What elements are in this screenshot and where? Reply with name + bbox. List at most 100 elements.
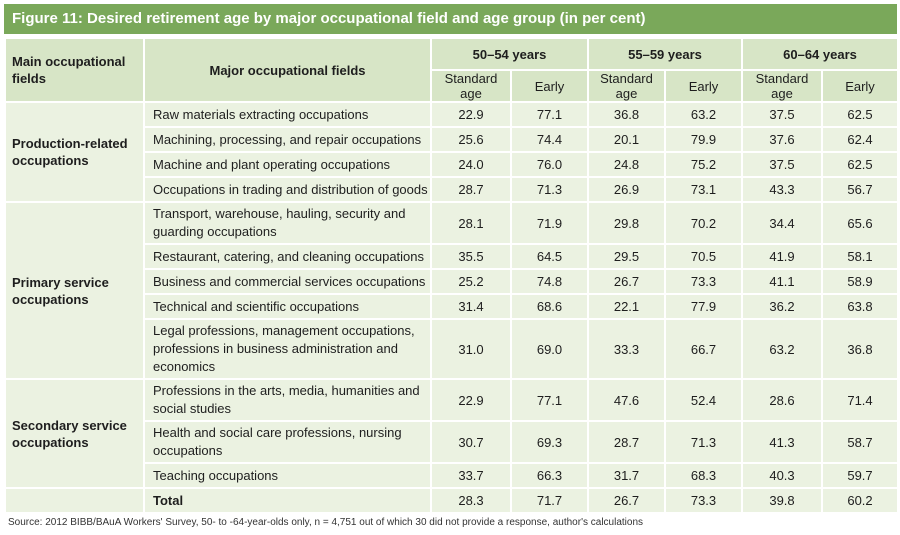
value-cell: 22.9 bbox=[432, 103, 510, 126]
field-name: Professions in the arts, media, humaniti… bbox=[145, 380, 430, 420]
value-cell: 74.8 bbox=[512, 270, 587, 293]
value-cell: 26.7 bbox=[589, 270, 664, 293]
value-cell: 63.2 bbox=[666, 103, 741, 126]
retirement-age-table: Main occupational fields Major occupatio… bbox=[4, 37, 899, 514]
value-cell: 75.2 bbox=[666, 153, 741, 176]
value-cell: 43.3 bbox=[743, 178, 821, 201]
value-cell: 47.6 bbox=[589, 380, 664, 420]
value-cell: 31.7 bbox=[589, 464, 664, 487]
header-age-60-64: 60–64 years bbox=[743, 39, 897, 69]
total-value-cell: 60.2 bbox=[823, 489, 897, 512]
value-cell: 62.5 bbox=[823, 153, 897, 176]
header-standard-age: Standard age bbox=[432, 71, 510, 101]
header-standard-age: Standard age bbox=[743, 71, 821, 101]
header-early: Early bbox=[512, 71, 587, 101]
group-label-secondary-service: Secondary service occupations bbox=[6, 380, 143, 487]
value-cell: 58.7 bbox=[823, 422, 897, 462]
value-cell: 76.0 bbox=[512, 153, 587, 176]
value-cell: 68.3 bbox=[666, 464, 741, 487]
value-cell: 25.6 bbox=[432, 128, 510, 151]
value-cell: 69.3 bbox=[512, 422, 587, 462]
value-cell: 56.7 bbox=[823, 178, 897, 201]
table-row: Machine and plant operating occupations … bbox=[6, 153, 897, 176]
value-cell: 70.5 bbox=[666, 245, 741, 268]
value-cell: 65.6 bbox=[823, 203, 897, 243]
value-cell: 28.7 bbox=[589, 422, 664, 462]
value-cell: 74.4 bbox=[512, 128, 587, 151]
value-cell: 41.1 bbox=[743, 270, 821, 293]
value-cell: 33.7 bbox=[432, 464, 510, 487]
value-cell: 63.2 bbox=[743, 320, 821, 378]
table-row: Business and commercial services occupat… bbox=[6, 270, 897, 293]
header-early: Early bbox=[666, 71, 741, 101]
value-cell: 24.0 bbox=[432, 153, 510, 176]
value-cell: 35.5 bbox=[432, 245, 510, 268]
table-row: Production-related occupations Raw mater… bbox=[6, 103, 897, 201]
value-cell: 28.1 bbox=[432, 203, 510, 243]
table-row: Occupations in trading and distribution … bbox=[6, 178, 897, 201]
value-cell: 30.7 bbox=[432, 422, 510, 462]
value-cell: 37.5 bbox=[743, 103, 821, 126]
value-cell: 73.1 bbox=[666, 178, 741, 201]
total-label: Total bbox=[145, 489, 430, 512]
value-cell: 63.8 bbox=[823, 295, 897, 318]
group-label-production: Production-related occupations bbox=[6, 103, 143, 201]
value-cell: 41.9 bbox=[743, 245, 821, 268]
value-cell: 71.3 bbox=[666, 422, 741, 462]
header-age-50-54: 50–54 years bbox=[432, 39, 587, 69]
value-cell: 77.9 bbox=[666, 295, 741, 318]
value-cell: 62.5 bbox=[823, 103, 897, 126]
table-row: Restaurant, catering, and cleaning occup… bbox=[6, 245, 897, 268]
field-name: Machine and plant operating occupations bbox=[145, 153, 430, 176]
value-cell: 36.2 bbox=[743, 295, 821, 318]
total-value-cell: 28.3 bbox=[432, 489, 510, 512]
value-cell: 71.3 bbox=[512, 178, 587, 201]
value-cell: 58.1 bbox=[823, 245, 897, 268]
value-cell: 25.2 bbox=[432, 270, 510, 293]
value-cell: 59.7 bbox=[823, 464, 897, 487]
value-cell: 22.1 bbox=[589, 295, 664, 318]
table-row: Legal professions, management occupation… bbox=[6, 320, 897, 378]
field-name: Occupations in trading and distribution … bbox=[145, 178, 430, 201]
value-cell: 52.4 bbox=[666, 380, 741, 420]
table-row: Secondary service occupations Profession… bbox=[6, 380, 897, 487]
total-value-cell: 73.3 bbox=[666, 489, 741, 512]
group-label-primary-service: Primary service occupations bbox=[6, 203, 143, 378]
value-cell: 34.4 bbox=[743, 203, 821, 243]
value-cell: 31.0 bbox=[432, 320, 510, 378]
table-row: Teaching occupations 33.7 66.3 31.7 68.3… bbox=[6, 464, 897, 487]
value-cell: 26.9 bbox=[589, 178, 664, 201]
field-name: Business and commercial services occupat… bbox=[145, 270, 430, 293]
value-cell: 36.8 bbox=[589, 103, 664, 126]
source-note: Source: 2012 BIBB/BAuA Workers' Survey, … bbox=[8, 517, 644, 528]
value-cell: 22.9 bbox=[432, 380, 510, 420]
field-name: Restaurant, catering, and cleaning occup… bbox=[145, 245, 430, 268]
table-row: Machining, processing, and repair occupa… bbox=[6, 128, 897, 151]
value-cell: 70.2 bbox=[666, 203, 741, 243]
value-cell: 58.9 bbox=[823, 270, 897, 293]
table-row: Primary service occupations Transport, w… bbox=[6, 203, 897, 378]
value-cell: 66.3 bbox=[512, 464, 587, 487]
value-cell: 68.6 bbox=[512, 295, 587, 318]
value-cell: 62.4 bbox=[823, 128, 897, 151]
field-name: Transport, warehouse, hauling, security … bbox=[145, 203, 430, 243]
total-value-cell: 26.7 bbox=[589, 489, 664, 512]
header-age-55-59: 55–59 years bbox=[589, 39, 741, 69]
table-row: Health and social care professions, nurs… bbox=[6, 422, 897, 462]
header-major-fields: Major occupational fields bbox=[145, 39, 430, 101]
value-cell: 29.8 bbox=[589, 203, 664, 243]
value-cell: 40.3 bbox=[743, 464, 821, 487]
total-blank-cell bbox=[6, 489, 143, 512]
value-cell: 77.1 bbox=[512, 380, 587, 420]
table-body: Production-related occupations Raw mater… bbox=[6, 103, 897, 512]
value-cell: 28.7 bbox=[432, 178, 510, 201]
value-cell: 41.3 bbox=[743, 422, 821, 462]
table-row: Technical and scientific occupations 31.… bbox=[6, 295, 897, 318]
value-cell: 36.8 bbox=[823, 320, 897, 378]
value-cell: 66.7 bbox=[666, 320, 741, 378]
header-standard-age: Standard age bbox=[589, 71, 664, 101]
field-name: Technical and scientific occupations bbox=[145, 295, 430, 318]
value-cell: 69.0 bbox=[512, 320, 587, 378]
value-cell: 64.5 bbox=[512, 245, 587, 268]
value-cell: 71.9 bbox=[512, 203, 587, 243]
